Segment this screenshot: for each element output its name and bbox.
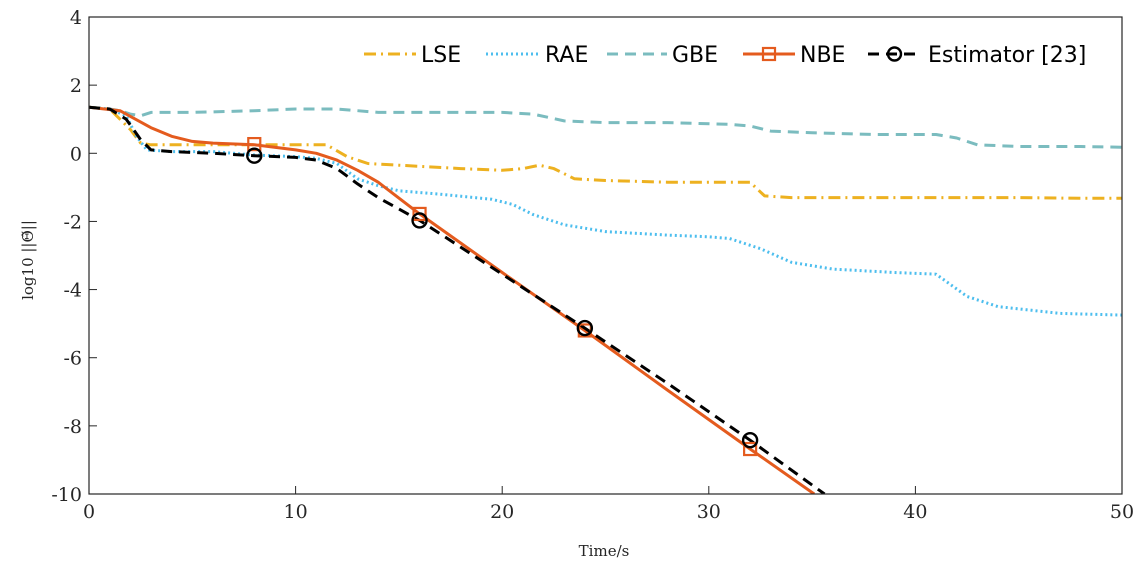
data-point-estimator-23 xyxy=(411,212,428,229)
series-line-lse xyxy=(89,105,1122,200)
legend-label-lse: LSE xyxy=(421,43,461,68)
series-line-rae xyxy=(89,105,1122,317)
axes-box xyxy=(88,16,1123,495)
series-group xyxy=(89,105,1122,494)
y-tick-label: -6 xyxy=(63,348,82,370)
legend-label-nbe: NBE xyxy=(800,43,845,68)
x-tick-label: 40 xyxy=(903,501,927,523)
data-point-estimator-23 xyxy=(246,147,263,164)
y-tick-label: -10 xyxy=(51,484,82,506)
series-line-estimator-23 xyxy=(89,105,826,494)
data-point-nbe xyxy=(412,206,427,222)
series-line-gbe xyxy=(89,105,1122,149)
y-tick-label: 0 xyxy=(70,143,82,165)
y-axis-label: log10 ||Θ̃|| xyxy=(19,220,37,300)
data-point-nbe xyxy=(743,441,758,457)
y-tick-label: -2 xyxy=(63,211,82,233)
data-point-estimator-23 xyxy=(741,431,759,449)
series-line-nbe xyxy=(89,105,816,494)
y-tick-label: 2 xyxy=(70,75,82,97)
y-tick-label: -8 xyxy=(63,416,82,438)
x-axis-label: Time/s xyxy=(579,542,630,560)
y-tick-label: -4 xyxy=(63,280,82,302)
series-layer xyxy=(89,105,1122,494)
plot-frame xyxy=(88,16,1123,495)
legend-label-rae: RAE xyxy=(545,43,588,68)
x-tick-label: 50 xyxy=(1110,501,1134,523)
x-tick-label: 20 xyxy=(490,501,514,523)
legend: LSE RAE GBE NBE Estimator [23] xyxy=(364,43,1086,68)
y-tick-label: 4 xyxy=(70,7,82,29)
data-point-nbe xyxy=(247,136,262,152)
legend-marker-estimator-23 xyxy=(886,46,903,62)
legend-label-estimator-23: Estimator [23] xyxy=(928,43,1086,68)
x-tick-label: 10 xyxy=(284,501,308,523)
x-tick-label: 0 xyxy=(83,501,95,523)
legend-label-gbe: GBE xyxy=(672,43,718,68)
x-tick-label: 30 xyxy=(697,501,721,523)
data-point-estimator-23 xyxy=(576,319,594,337)
legend-marker-nbe xyxy=(761,46,777,62)
